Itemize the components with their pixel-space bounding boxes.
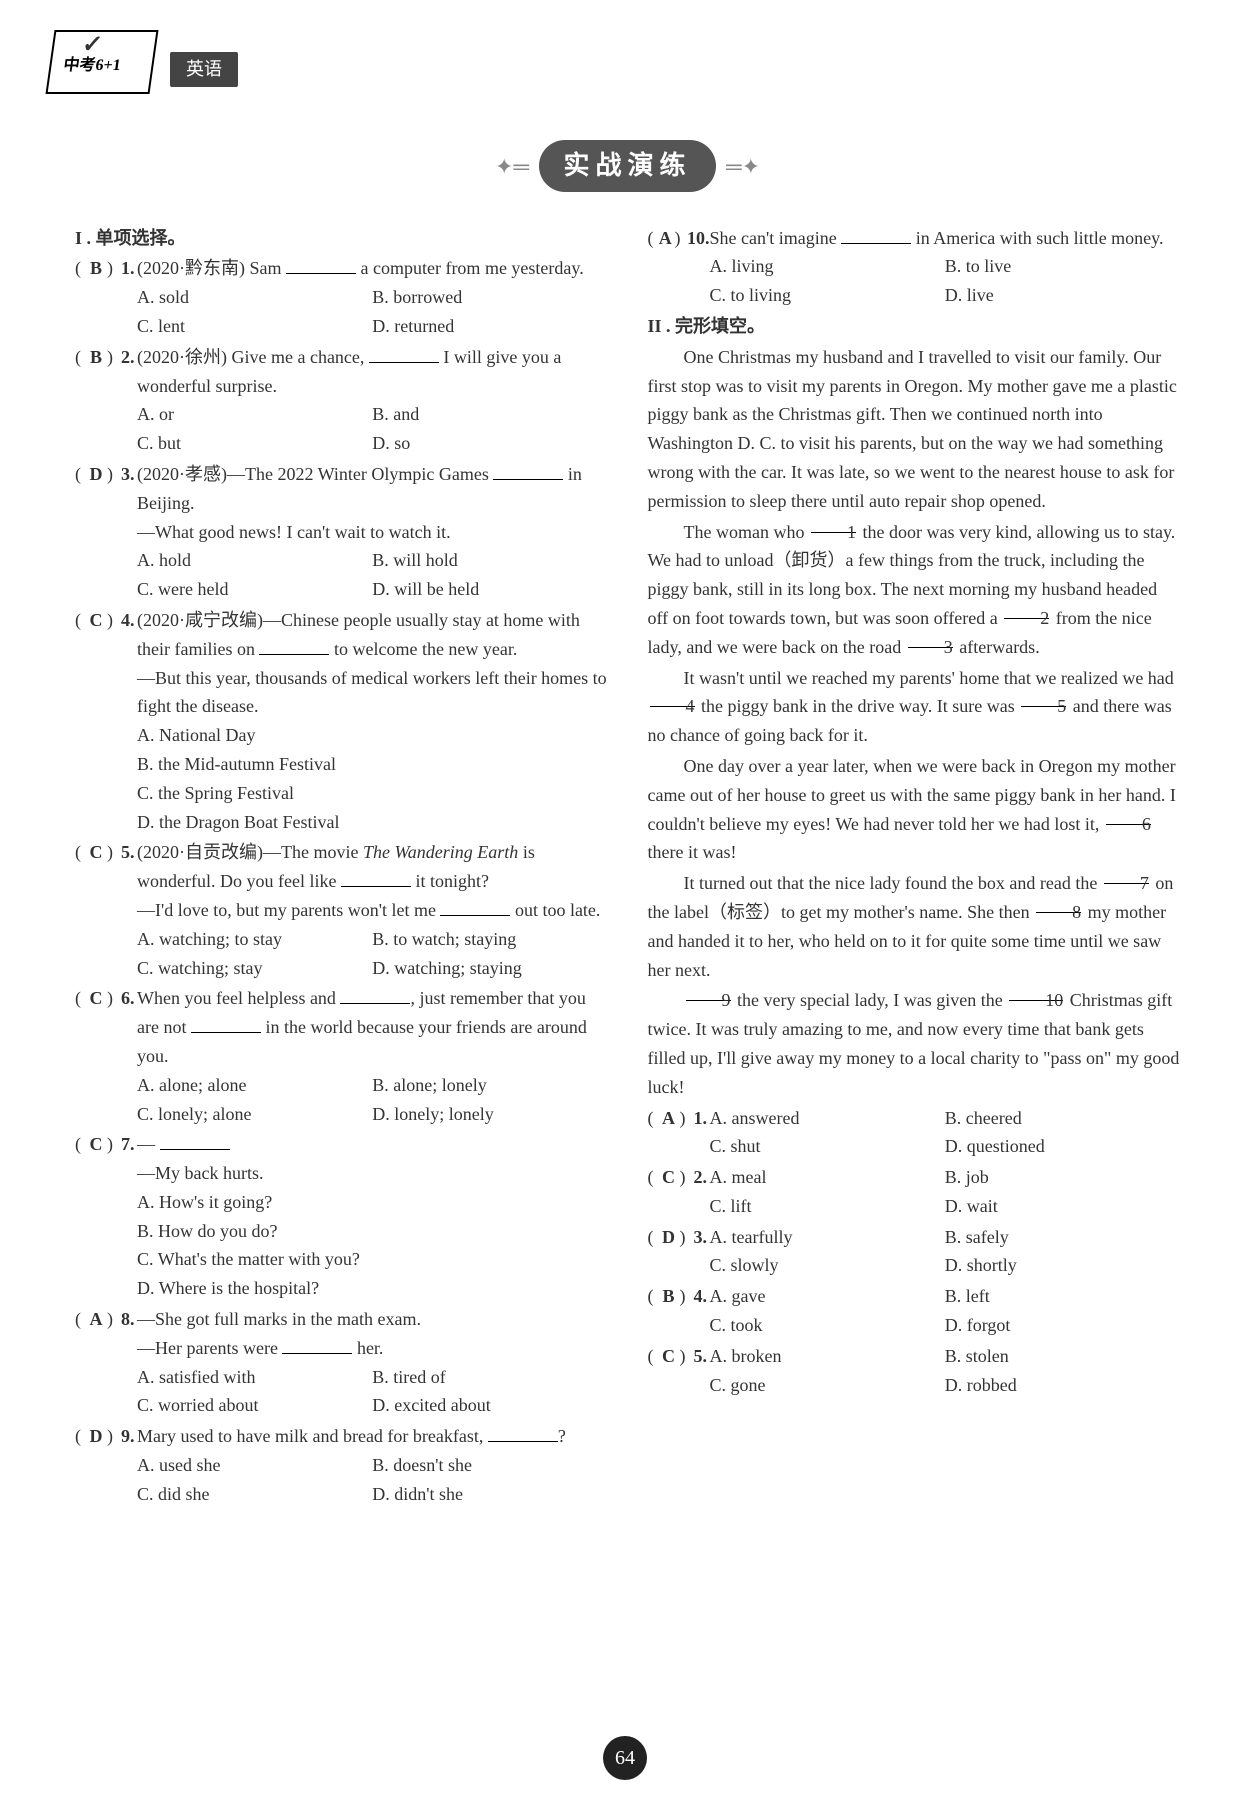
mcq-9-opts: A. used she B. doesn't she C. did she D.… [137,1451,608,1509]
section-2-title: II . 完形填空。 [648,312,1181,341]
subject-badge: 英语 [170,52,238,87]
cloze-p6: 9 the very special lady, I was given the… [648,986,1181,1101]
mcq-4: (C)4. (2020·咸宁改编)—Chinese people usually… [75,606,608,664]
header: 中考6+1 英语 [50,30,280,100]
cloze-ans-2: (C)2. A. meal B. job C. lift D. wait [648,1163,1181,1221]
mcq-1-opts: A. sold B. borrowed C. lent D. returned [137,283,608,341]
mcq-8-opts: A. satisfied with B. tired of C. worried… [137,1363,608,1421]
left-column: I . 单项选择。 (B)1. (2020·黔东南) Sam a compute… [75,222,608,1509]
mcq-1: (B)1. (2020·黔东南) Sam a computer from me … [75,254,608,283]
mcq-3: (D)3. (2020·孝感)—The 2022 Winter Olympic … [75,460,608,518]
blank-8: 8 [1036,898,1081,913]
cloze-p5: It turned out that the nice lady found t… [648,869,1181,984]
blank-1: 1 [811,518,856,533]
logo-frame: 中考6+1 [46,30,159,94]
mcq-2: (B)2. (2020·徐州) Give me a chance, I will… [75,343,608,401]
cloze-ans-1: (A)1. A. answered B. cheered C. shut D. … [648,1104,1181,1162]
mcq-2-opts: A. or B. and C. but D. so [137,400,608,458]
mcq-5: (C)5. (2020·自贡改编)—The movie The Wanderin… [75,838,608,896]
blank-5: 5 [1021,692,1066,707]
mcq-5-opts: A. watching; to stay B. to watch; stayin… [137,925,608,983]
mcq-7-opts: A. How's it going? B. How do you do? C. … [137,1188,608,1303]
blank-9: 9 [686,986,731,1001]
mcq-4-extra: —But this year, thousands of medical wor… [137,664,608,722]
cloze-p1: One Christmas my husband and I travelled… [648,343,1181,516]
logo-text: 中考6+1 [62,53,123,79]
blank-7: 7 [1104,869,1149,884]
mcq-6-opts: A. alone; alone B. alone; lonely C. lone… [137,1071,608,1129]
mcq-6: (C)6. When you feel helpless and , just … [75,984,608,1070]
banner-title: 实战演练 [539,140,715,192]
mcq-7: (C)7. — [75,1130,608,1159]
content-columns: I . 单项选择。 (B)1. (2020·黔东南) Sam a compute… [75,222,1180,1509]
blank-6: 6 [1106,810,1151,825]
banner: ✦═ 实战演练 ═✦ [75,140,1180,192]
page: 中考6+1 英语 ✦═ 实战演练 ═✦ I . 单项选择。 (B)1. (202… [0,0,1250,1802]
mcq-7-extra: —My back hurts. [137,1159,608,1188]
cloze-p2: The woman who 1 the door was very kind, … [648,518,1181,662]
mcq-1-stem: (2020·黔东南) Sam a computer from me yester… [137,254,608,283]
mcq-10: (A)10. She can't imagine in America with… [648,224,1181,253]
mcq-9: (D)9. Mary used to have milk and bread f… [75,1422,608,1451]
right-column: (A)10. She can't imagine in America with… [648,222,1181,1509]
mcq-5-extra: —I'd love to, but my parents won't let m… [137,896,608,925]
mcq-3-extra: —What good news! I can't wait to watch i… [137,518,608,547]
mcq-8: (A)8. —She got full marks in the math ex… [75,1305,608,1334]
cloze-p4: One day over a year later, when we were … [648,752,1181,867]
blank-3: 3 [908,633,953,648]
banner-star-right: ═✦ [726,149,760,184]
page-number: 64 [603,1736,647,1780]
cloze-p3: It wasn't until we reached my parents' h… [648,664,1181,750]
blank-10: 10 [1009,986,1063,1001]
mcq-4-opts: A. National Day B. the Mid-autumn Festiv… [137,721,608,836]
cloze-answers: (A)1. A. answered B. cheered C. shut D. … [648,1104,1181,1400]
blank-2: 2 [1004,604,1049,619]
cloze-ans-5: (C)5. A. broken B. stolen C. gone D. rob… [648,1342,1181,1400]
mcq-8-extra: —Her parents were her. [137,1334,608,1363]
blank-4: 4 [650,692,695,707]
mcq-10-opts: A. living B. to live C. to living D. liv… [710,252,1181,310]
cloze-ans-4: (B)4. A. gave B. left C. took D. forgot [648,1282,1181,1340]
cloze-ans-3: (D)3. A. tearfully B. safely C. slowly D… [648,1223,1181,1281]
mcq-3-opts: A. hold B. will hold C. were held D. wil… [137,546,608,604]
section-1-title: I . 单项选择。 [75,224,608,253]
mcq-1-ans: (B)1. [75,254,137,283]
banner-star-left: ✦═ [495,149,529,184]
